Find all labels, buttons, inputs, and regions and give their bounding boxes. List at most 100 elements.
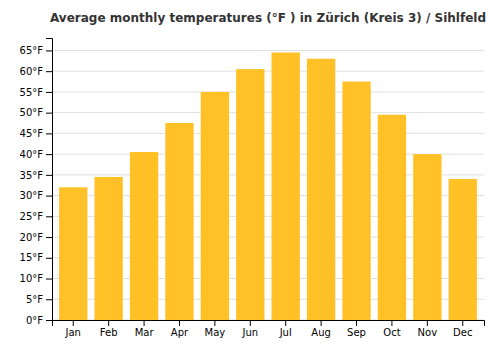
tick-label: 25°F bbox=[20, 211, 44, 222]
tick: 25°F bbox=[20, 211, 52, 222]
tick-mark bbox=[144, 320, 145, 326]
tick-label: 20°F bbox=[20, 232, 44, 243]
bar bbox=[94, 177, 122, 320]
bar bbox=[201, 92, 229, 320]
tick-mark bbox=[179, 320, 180, 326]
tick-mark bbox=[46, 50, 52, 51]
tick: Apr bbox=[171, 320, 189, 338]
tick-label: Mar bbox=[135, 327, 155, 338]
grid-line bbox=[52, 71, 484, 72]
tick: 15°F bbox=[20, 252, 52, 263]
axis-line bbox=[46, 39, 53, 321]
tick: Jun bbox=[241, 320, 258, 338]
bar bbox=[413, 154, 441, 320]
bar bbox=[130, 152, 158, 320]
chart: 0°F 5°F 10°F 15°F 20°F 25°F 30°F 35°F 40°F 45°F 50… bbox=[0, 0, 500, 350]
tick: Nov bbox=[418, 320, 438, 338]
tick-mark bbox=[46, 133, 52, 134]
tick-mark bbox=[214, 320, 215, 326]
grid-line bbox=[52, 91, 484, 92]
tick-label: 30°F bbox=[20, 190, 44, 201]
tick: Feb bbox=[100, 320, 118, 338]
tick-label: 10°F bbox=[20, 273, 44, 284]
x-axis: Jan Feb Mar Apr May Jun Jul Aug Sep Oct Nov Dec bbox=[53, 320, 485, 338]
tick-mark bbox=[285, 320, 286, 326]
tick: Sep bbox=[347, 320, 366, 338]
tick: 35°F bbox=[20, 170, 52, 181]
tick-label: 50°F bbox=[20, 107, 44, 118]
tick-mark bbox=[391, 320, 392, 326]
grid-line bbox=[52, 112, 484, 113]
title: Average monthly temperatures (°F ) in Zü… bbox=[50, 11, 486, 25]
tick-mark bbox=[321, 320, 322, 326]
tick-label: 40°F bbox=[20, 149, 44, 160]
tick-mark bbox=[46, 196, 52, 197]
tick: 60°F bbox=[20, 66, 52, 77]
tick: Oct bbox=[383, 320, 400, 338]
tick: 5°F bbox=[26, 294, 52, 305]
bar bbox=[449, 179, 477, 320]
grid bbox=[52, 50, 484, 320]
tick: 0°F bbox=[26, 315, 52, 326]
grid-line bbox=[52, 133, 484, 134]
tick-label: Jun bbox=[241, 327, 258, 338]
tick: Aug bbox=[311, 320, 331, 338]
tick: 55°F bbox=[20, 87, 52, 98]
tick: Dec bbox=[453, 320, 472, 338]
tick-label: May bbox=[205, 327, 226, 338]
tick: 50°F bbox=[20, 107, 52, 118]
tick-label: Aug bbox=[311, 327, 331, 338]
tick: 10°F bbox=[20, 273, 52, 284]
tick: May bbox=[205, 320, 226, 338]
tick-label: Jul bbox=[279, 327, 292, 338]
tick-mark bbox=[46, 71, 52, 72]
tick-label: Oct bbox=[383, 327, 400, 338]
tick-label: Jan bbox=[65, 327, 81, 338]
tick-label: 45°F bbox=[20, 128, 44, 139]
tick-mark bbox=[46, 92, 52, 93]
tick-mark bbox=[46, 175, 52, 176]
tick-label: Dec bbox=[453, 327, 472, 338]
tick-label: 60°F bbox=[20, 66, 44, 77]
bar bbox=[307, 59, 335, 320]
tick-mark bbox=[108, 320, 109, 326]
tick-mark bbox=[46, 113, 52, 114]
tick-label: 0°F bbox=[26, 315, 43, 326]
tick-mark bbox=[427, 320, 428, 326]
bar bbox=[165, 123, 193, 320]
tick-mark bbox=[46, 154, 52, 155]
bar bbox=[342, 82, 370, 320]
tick-mark bbox=[46, 216, 52, 217]
tick-label: Nov bbox=[418, 327, 438, 338]
tick-label: 35°F bbox=[20, 170, 44, 181]
bar bbox=[59, 187, 87, 320]
tick-label: Apr bbox=[171, 327, 189, 338]
plot-area bbox=[59, 53, 477, 320]
tick-label: 15°F bbox=[20, 252, 44, 263]
tick-mark bbox=[46, 279, 52, 280]
tick-label: 55°F bbox=[20, 87, 44, 98]
tick-label: Sep bbox=[347, 327, 366, 338]
tick-label: 65°F bbox=[20, 45, 44, 56]
tick: Jan bbox=[65, 320, 81, 338]
bar bbox=[378, 115, 406, 320]
tick-mark bbox=[462, 320, 463, 326]
tick: Mar bbox=[135, 320, 155, 338]
tick: 20°F bbox=[20, 232, 52, 243]
tick-mark bbox=[73, 320, 74, 326]
tick: 45°F bbox=[20, 128, 52, 139]
tick-mark bbox=[46, 299, 52, 300]
tick-mark bbox=[250, 320, 251, 326]
tick: 40°F bbox=[20, 149, 52, 160]
tick: 65°F bbox=[20, 45, 52, 56]
grid-line bbox=[52, 50, 484, 51]
bar bbox=[272, 53, 300, 320]
tick-mark bbox=[46, 320, 52, 321]
axis-line bbox=[53, 321, 485, 327]
tick: Jul bbox=[279, 320, 292, 338]
tick-label: Feb bbox=[100, 327, 118, 338]
y-axis: 0°F 5°F 10°F 15°F 20°F 25°F 30°F 35°F 40°F 45°F 50… bbox=[20, 39, 53, 326]
tick: 30°F bbox=[20, 190, 52, 201]
bar bbox=[236, 69, 264, 320]
tick-mark bbox=[46, 237, 52, 238]
